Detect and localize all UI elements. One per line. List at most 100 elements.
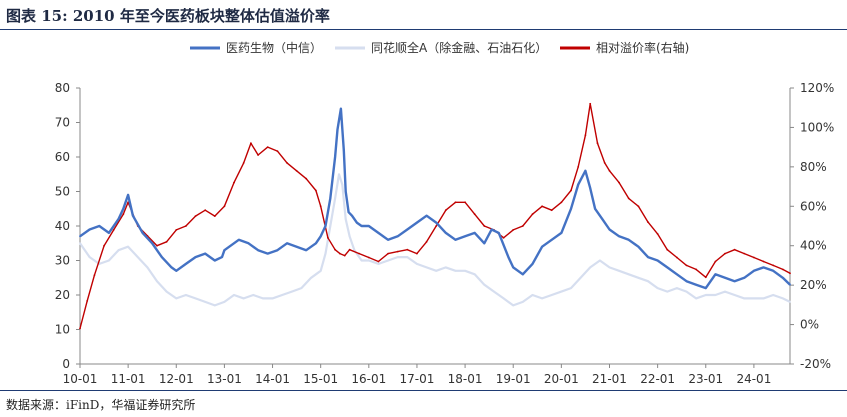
x-tick-label: 11-01	[111, 372, 146, 386]
series-2-point	[377, 260, 380, 263]
series-1-point	[300, 287, 303, 289]
series-0-point	[608, 228, 611, 231]
series-0-point	[329, 197, 332, 200]
series-0-point	[695, 283, 697, 286]
series-2-point	[257, 154, 259, 156]
series-1-point	[772, 294, 775, 296]
series-1-point	[502, 297, 505, 300]
series-0-point	[247, 242, 250, 245]
series-0-point	[351, 214, 353, 217]
y-right-tick-label: 40%	[800, 239, 827, 253]
series-1-point	[608, 266, 611, 269]
series-2-point	[704, 276, 707, 279]
x-tick-label: 17-01	[400, 372, 435, 386]
series-0-point	[676, 273, 678, 276]
series-2-point	[327, 236, 329, 239]
series-0-point	[336, 128, 339, 131]
series-1-point	[338, 173, 340, 176]
series-2-point	[367, 256, 370, 259]
series-2-point	[213, 215, 216, 218]
series-0-point	[98, 225, 101, 227]
series-0-point	[344, 190, 347, 193]
y-left-tick-label: 0	[62, 357, 70, 371]
series-0-point	[444, 232, 447, 234]
series-2-point	[772, 264, 775, 267]
series-0-point	[570, 207, 572, 210]
series-2-point	[685, 264, 688, 267]
series-0-point	[257, 249, 259, 252]
series-2-point	[315, 189, 317, 192]
series-0-point	[79, 235, 81, 238]
series-0-point	[286, 242, 288, 245]
y-left-tick-label: 20	[55, 288, 70, 302]
series-0-point	[647, 256, 649, 258]
series-1-point	[319, 269, 322, 272]
y-right-tick-label: 80%	[800, 160, 827, 174]
series-2-point	[589, 102, 592, 105]
series-1-point	[185, 294, 187, 296]
series-1-point	[377, 263, 380, 265]
series-2-point	[343, 254, 346, 257]
series-0-point	[507, 256, 510, 258]
series-0-point	[512, 266, 515, 269]
series-0-point	[714, 273, 717, 276]
legend-label-2: 相对溢价率(右轴)	[596, 40, 689, 55]
series-1-point	[117, 249, 120, 252]
series-2-point	[596, 142, 599, 145]
series-2-point	[618, 181, 620, 184]
y-right-tick-label: 0%	[800, 318, 819, 332]
series-1-point	[435, 269, 438, 272]
title-bar: 图表 15: 2010 年至今医药板块整体估值溢价率	[0, 0, 847, 30]
series-1-point	[704, 294, 707, 296]
series-0-point	[454, 238, 457, 241]
series-1-point	[656, 287, 659, 289]
series-0-point	[762, 266, 765, 269]
series-0-point	[340, 107, 342, 110]
series-1-point	[753, 297, 755, 300]
series-2-point	[647, 221, 649, 224]
series-1-point	[175, 297, 178, 300]
series-0-point	[627, 238, 630, 241]
series-0-point	[685, 280, 688, 283]
x-tick-label: 19-01	[496, 372, 531, 386]
y-left-tick-label: 70	[55, 116, 70, 130]
x-tick-label: 18-01	[448, 372, 483, 386]
series-0-point	[342, 149, 345, 151]
series-0-point	[497, 232, 500, 234]
series-2-point	[358, 252, 361, 255]
series-0-point	[127, 194, 129, 196]
series-0-point	[425, 214, 428, 217]
series-2-point	[502, 236, 505, 239]
y-right-tick-label: 20%	[800, 278, 827, 292]
y-right-tick-label: 60%	[800, 199, 827, 213]
series-1-point	[396, 256, 399, 258]
series-2-point	[435, 225, 438, 227]
series-2-point	[531, 213, 534, 216]
series-1-point	[781, 297, 784, 300]
series-1-point	[213, 304, 216, 307]
series-1-point	[262, 297, 264, 300]
series-1-point	[714, 294, 717, 296]
series-1-point	[733, 294, 736, 296]
x-tick-label: 14-01	[255, 372, 290, 386]
series-1-point	[512, 304, 515, 307]
series-0-point	[483, 242, 486, 245]
series-0-point	[541, 245, 543, 248]
series-2-point	[194, 215, 197, 218]
series-1-point	[627, 273, 630, 276]
series-2-point	[560, 201, 563, 204]
series-2-point	[656, 233, 659, 235]
series-0-point	[355, 221, 358, 224]
series-0-point	[360, 225, 363, 227]
y-left-tick-label: 30	[55, 254, 70, 268]
series-1-point	[599, 259, 601, 262]
series-2-point	[103, 244, 105, 247]
series-2-point	[521, 225, 524, 227]
y-left-tick-label: 80	[55, 81, 70, 95]
series-1-point	[762, 297, 765, 300]
source-note: 数据来源：iFinD，华福证券研究所	[6, 398, 196, 412]
series-0-point	[170, 266, 173, 269]
series-0-point	[132, 214, 134, 217]
series-2-point	[733, 248, 736, 251]
series-1-point	[406, 256, 409, 258]
